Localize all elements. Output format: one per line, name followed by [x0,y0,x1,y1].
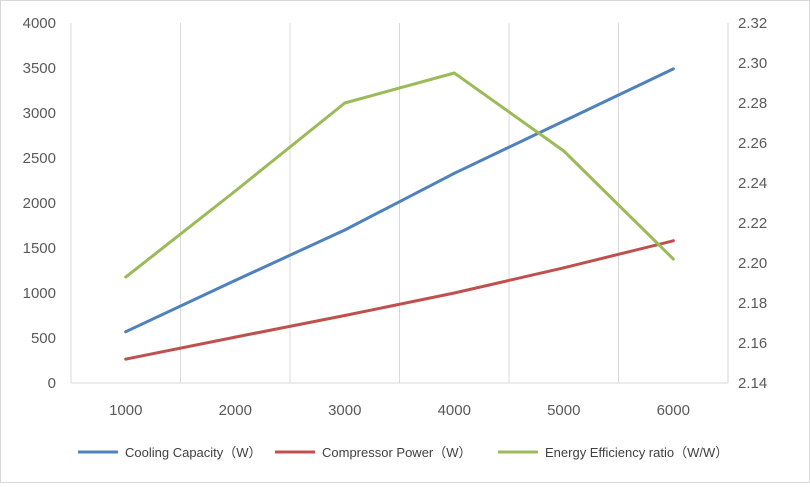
legend-label: Energy Efficiency ratio（W/W） [545,445,728,460]
left-tick-label: 1000 [23,285,56,302]
series-lines [124,67,675,361]
series-line-2 [124,71,675,279]
right-tick-label: 2.28 [738,95,767,112]
x-tick-label: 5000 [547,402,580,419]
right-tick-label: 2.18 [738,295,767,312]
grid-lines [180,23,729,383]
data-point [562,266,566,270]
right-tick-label: 2.16 [738,335,767,352]
data-point [233,335,237,339]
series-line-1 [124,239,675,361]
data-point [124,275,128,279]
data-point [233,278,237,282]
x-tick-label: 6000 [657,402,690,419]
right-tick-label: 2.14 [738,375,767,392]
legend-label: Compressor Power（W） [322,445,472,460]
x-axis-ticks: 1000 2000 3000 4000 5000 6000 [109,402,690,419]
left-axis-ticks: 0 500 1000 1500 2000 2500 3000 3500 4000 [23,15,56,392]
right-axis-ticks: 2.14 2.16 2.18 2.20 2.22 2.24 2.26 2.28 2.30 2.32 [738,15,767,392]
data-point [671,67,675,71]
x-tick-label: 2000 [219,402,252,419]
left-tick-label: 3000 [23,105,56,122]
right-tick-label: 2.22 [738,215,767,232]
left-tick-label: 500 [31,330,56,347]
right-tick-label: 2.24 [738,175,767,192]
data-point [343,314,347,317]
x-tick-label: 4000 [438,402,471,419]
left-tick-label: 0 [48,375,56,392]
right-tick-label: 2.26 [738,135,767,152]
left-tick-label: 2000 [23,195,56,212]
axes [70,23,728,384]
right-tick-label: 2.30 [738,55,767,72]
right-tick-label: 2.20 [738,255,767,272]
data-point [452,291,456,295]
left-tick-label: 1500 [23,240,56,257]
data-point [671,239,675,243]
legend-label: Cooling Capacity（W） [125,445,262,460]
data-point [124,330,128,334]
x-tick-label: 1000 [109,402,142,419]
left-tick-label: 2500 [23,150,56,167]
data-point [343,228,347,232]
data-point [343,101,347,105]
left-tick-label: 4000 [23,15,56,32]
data-point [562,149,566,153]
series-line-0 [124,67,675,334]
data-point [562,119,566,123]
legend: Cooling Capacity（W） Compressor Power（W） En… [78,445,728,460]
left-tick-label: 3500 [23,60,56,77]
data-point [452,71,456,75]
data-point [671,257,675,261]
x-tick-label: 3000 [328,402,361,419]
data-point [233,189,237,193]
right-tick-label: 2.32 [738,15,767,32]
data-point [124,357,128,361]
data-point [452,171,456,175]
